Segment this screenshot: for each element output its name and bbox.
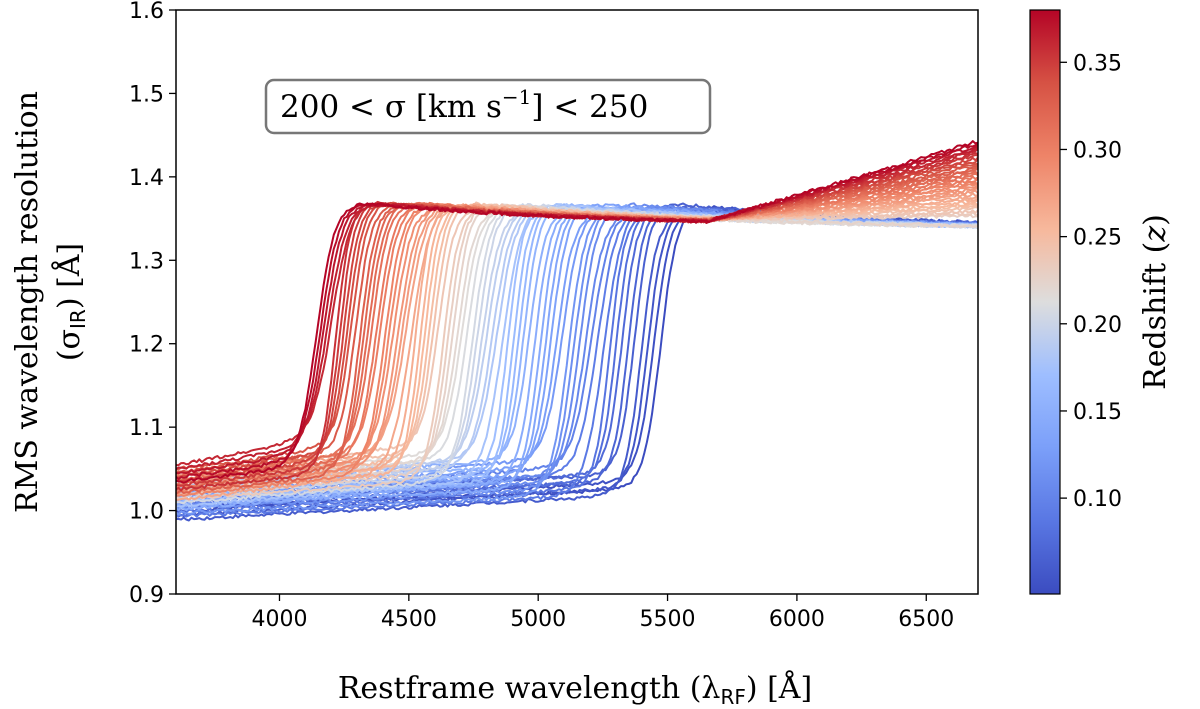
x-tick-label: 5000 xyxy=(510,607,566,632)
x-tick-label: 6500 xyxy=(898,607,954,632)
redshift-series-line xyxy=(176,145,978,475)
redshift-series-line xyxy=(176,210,978,496)
x-tick-label: 6000 xyxy=(769,607,825,632)
colorbar-tick-label: 0.25 xyxy=(1073,226,1122,251)
colorbar-tick-label: 0.35 xyxy=(1073,51,1122,76)
annotation-text: 200 < σ [km s−1] < 250 xyxy=(280,85,648,125)
y-tick-label: 1.6 xyxy=(129,0,164,24)
colorbar-tick-label: 0.10 xyxy=(1073,487,1122,512)
y-tick-label: 1.2 xyxy=(129,333,164,358)
y-tick-label: 1.5 xyxy=(129,82,164,107)
x-axis: 4000 4500 5000 5500 6000 6500 xyxy=(251,594,954,632)
series-layer xyxy=(176,140,978,522)
y-axis: 0.9 1.0 1.1 1.2 1.3 1.4 1.5 1.6 xyxy=(129,0,176,608)
x-tick-label: 5500 xyxy=(640,607,696,632)
x-tick-label: 4000 xyxy=(251,607,307,632)
redshift-series-line xyxy=(176,209,978,499)
y-axis-title-line1: RMS wavelength resolution xyxy=(10,91,45,513)
y-tick-label: 1.4 xyxy=(129,166,164,191)
redshift-series-line xyxy=(176,140,978,484)
x-tick-label: 4500 xyxy=(381,607,437,632)
colorbar-tick-label: 0.20 xyxy=(1073,313,1122,338)
colorbar xyxy=(1029,9,1061,595)
x-axis-title: Restframe wavelength (λRF) [Å] xyxy=(338,670,812,709)
y-tick-label: 1.1 xyxy=(129,416,164,441)
y-tick-label: 0.9 xyxy=(129,583,164,608)
colorbar-title: Redshift (z) xyxy=(1138,214,1173,390)
annotation-box xyxy=(264,78,712,135)
y-tick-label: 1.0 xyxy=(129,500,164,525)
y-tick-label: 1.3 xyxy=(129,249,164,274)
sigma-range-annotation: 200 < σ [km s−1] < 250 xyxy=(264,78,712,135)
colorbar-tick-label: 0.30 xyxy=(1073,138,1122,163)
colorbar-tick-label: 0.15 xyxy=(1073,400,1122,425)
y-axis-title-line2: (σIR) [Å] xyxy=(51,243,90,361)
redshift-series-line xyxy=(176,195,978,502)
redshift-series-line xyxy=(176,197,978,497)
colorbar-ticks: 0.10 0.15 0.20 0.25 0.30 0.35 xyxy=(1060,51,1122,512)
plot-frame xyxy=(175,9,979,595)
